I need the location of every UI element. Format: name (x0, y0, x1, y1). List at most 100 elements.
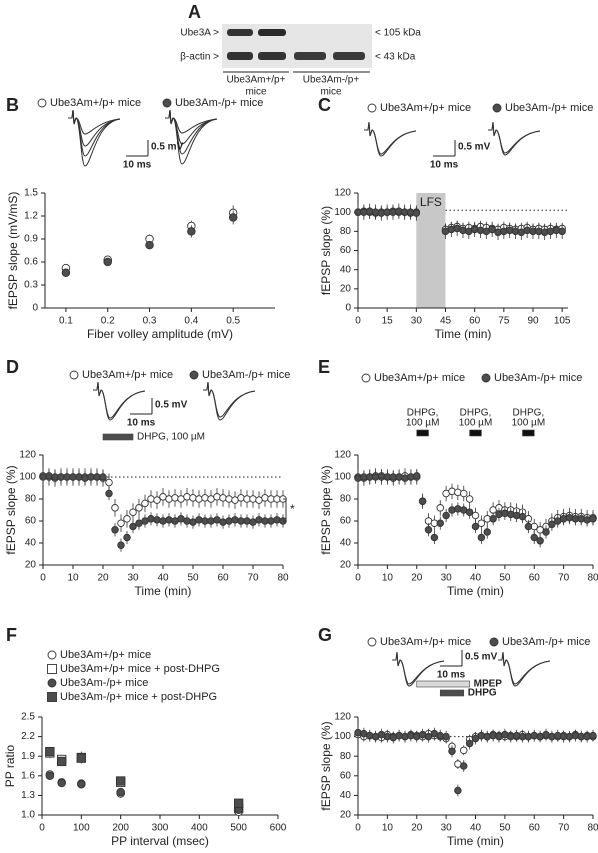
legend-label: Ube3Am+/p+ mice (380, 102, 471, 114)
x-tick-label: 0.1 (59, 316, 73, 327)
y-axis-label: fEPSP slope (%) (319, 721, 333, 810)
marker (261, 494, 269, 502)
x-tick-label: 600 (270, 823, 287, 834)
x-tick-label: 45 (440, 316, 452, 327)
marker (424, 732, 433, 741)
marker (465, 508, 474, 516)
marker (159, 517, 167, 525)
trace (488, 121, 541, 156)
y-tick-label: 60 (340, 770, 352, 781)
marker (249, 495, 257, 503)
panel: F Ube3Am+/p+ mice Ube3Am+/p+ mice + post-D… (3, 625, 287, 848)
x-tick-label: 10 (382, 573, 394, 584)
y-tick-label: 120 (334, 188, 351, 199)
marker (207, 517, 215, 525)
marker (135, 504, 143, 512)
marker (81, 474, 89, 482)
marker (460, 489, 468, 498)
marker (47, 664, 57, 674)
marker (471, 522, 480, 531)
x-tick-label: 200 (112, 823, 129, 834)
marker (273, 516, 281, 524)
x-tick-label: 20 (411, 573, 423, 584)
blot-band (258, 29, 286, 36)
marker (147, 515, 155, 523)
y-tick-label: 20 (340, 560, 352, 571)
marker (187, 227, 196, 236)
x-tick-label: 0 (355, 573, 361, 584)
legend-label: Ube3Am-/p+ mice (494, 372, 582, 384)
x-tick-label: 80 (277, 573, 289, 584)
drug-label: DHPG, (407, 408, 439, 419)
y-tick-label: 0 (345, 303, 351, 314)
marker (165, 495, 173, 503)
group-label: Ube3Am+/p+ (227, 75, 286, 86)
drug-label: 100 µM (512, 418, 546, 429)
marker (465, 495, 474, 503)
y-tick-label: 40 (340, 538, 352, 549)
marker (489, 515, 497, 523)
marker (518, 512, 527, 521)
y-axis-label: fEPSP slope (mV/mS) (6, 192, 20, 310)
marker (129, 522, 137, 531)
legend-label: Ube3Am+/p+ mice + post-DHPG (60, 663, 220, 675)
marker (183, 493, 191, 501)
legend-label: Ube3Am+/p+ mice (50, 97, 141, 109)
marker (589, 515, 597, 523)
marker (231, 516, 239, 524)
marker (45, 746, 55, 757)
marker (367, 103, 377, 113)
x-tick-label: 80 (587, 573, 598, 584)
marker (488, 225, 496, 234)
y-tick-label: 0.9 (24, 234, 38, 245)
drug-label: DHPG (468, 688, 497, 699)
marker (141, 499, 149, 508)
y-tick-label: 100 (334, 731, 351, 742)
drug-label: 100 µM (406, 418, 440, 429)
group-label: Ube3Am-/p+ (303, 75, 360, 86)
marker (442, 732, 450, 741)
marker (195, 516, 203, 524)
x-axis-label: Time (min) (435, 327, 492, 341)
trace (68, 109, 121, 147)
x-tick-label: 0 (355, 823, 361, 834)
y-tick-label: 2.2 (21, 731, 35, 742)
marker (75, 473, 83, 481)
marker (418, 497, 427, 505)
scale-label: 10 ms (437, 670, 466, 681)
x-tick-label: 300 (152, 823, 169, 834)
marker (442, 511, 450, 520)
x-tick-label: 0.2 (101, 316, 115, 327)
y-tick-label: 1.0 (21, 810, 35, 821)
x-tick-label: 100 (73, 823, 90, 834)
marker (542, 528, 550, 536)
marker (524, 522, 533, 531)
panel: C Ube3Am+/p+ mice Ube3Am-/p+ mice 0.5 mV 10 … (318, 95, 593, 341)
trace (392, 651, 445, 685)
y-tick-label: 100 (334, 207, 351, 218)
y-axis-label: fEPSP slope (%) (319, 206, 333, 295)
marker (189, 370, 199, 380)
y-tick-label: 1.6 (21, 770, 35, 781)
x-axis-label: Time (min) (135, 584, 192, 598)
x-axis-label: PP interval (msec) (111, 834, 209, 848)
trace (203, 381, 256, 421)
x-tick-label: 60 (529, 573, 541, 584)
legend-label: Ube3Am-/p+ mice (502, 636, 590, 648)
x-tick-label: 105 (554, 316, 571, 327)
marker (47, 692, 57, 702)
blot-row-label: Ube3A > (180, 28, 219, 39)
marker (189, 494, 197, 502)
y-tick-label: 80 (340, 751, 352, 762)
marker (117, 541, 125, 549)
x-tick-label: 0 (40, 573, 46, 584)
x-axis-label: Time (min) (447, 584, 504, 598)
group-label: mice (320, 87, 342, 98)
marker (45, 472, 53, 480)
legend-label: Ube3Am+/p+ mice (82, 369, 173, 381)
marker (234, 798, 244, 808)
marker (424, 526, 433, 534)
marker (361, 373, 371, 383)
legend-label: Ube3Am+/p+ mice (374, 372, 465, 384)
y-tick-label: 60 (25, 516, 37, 527)
